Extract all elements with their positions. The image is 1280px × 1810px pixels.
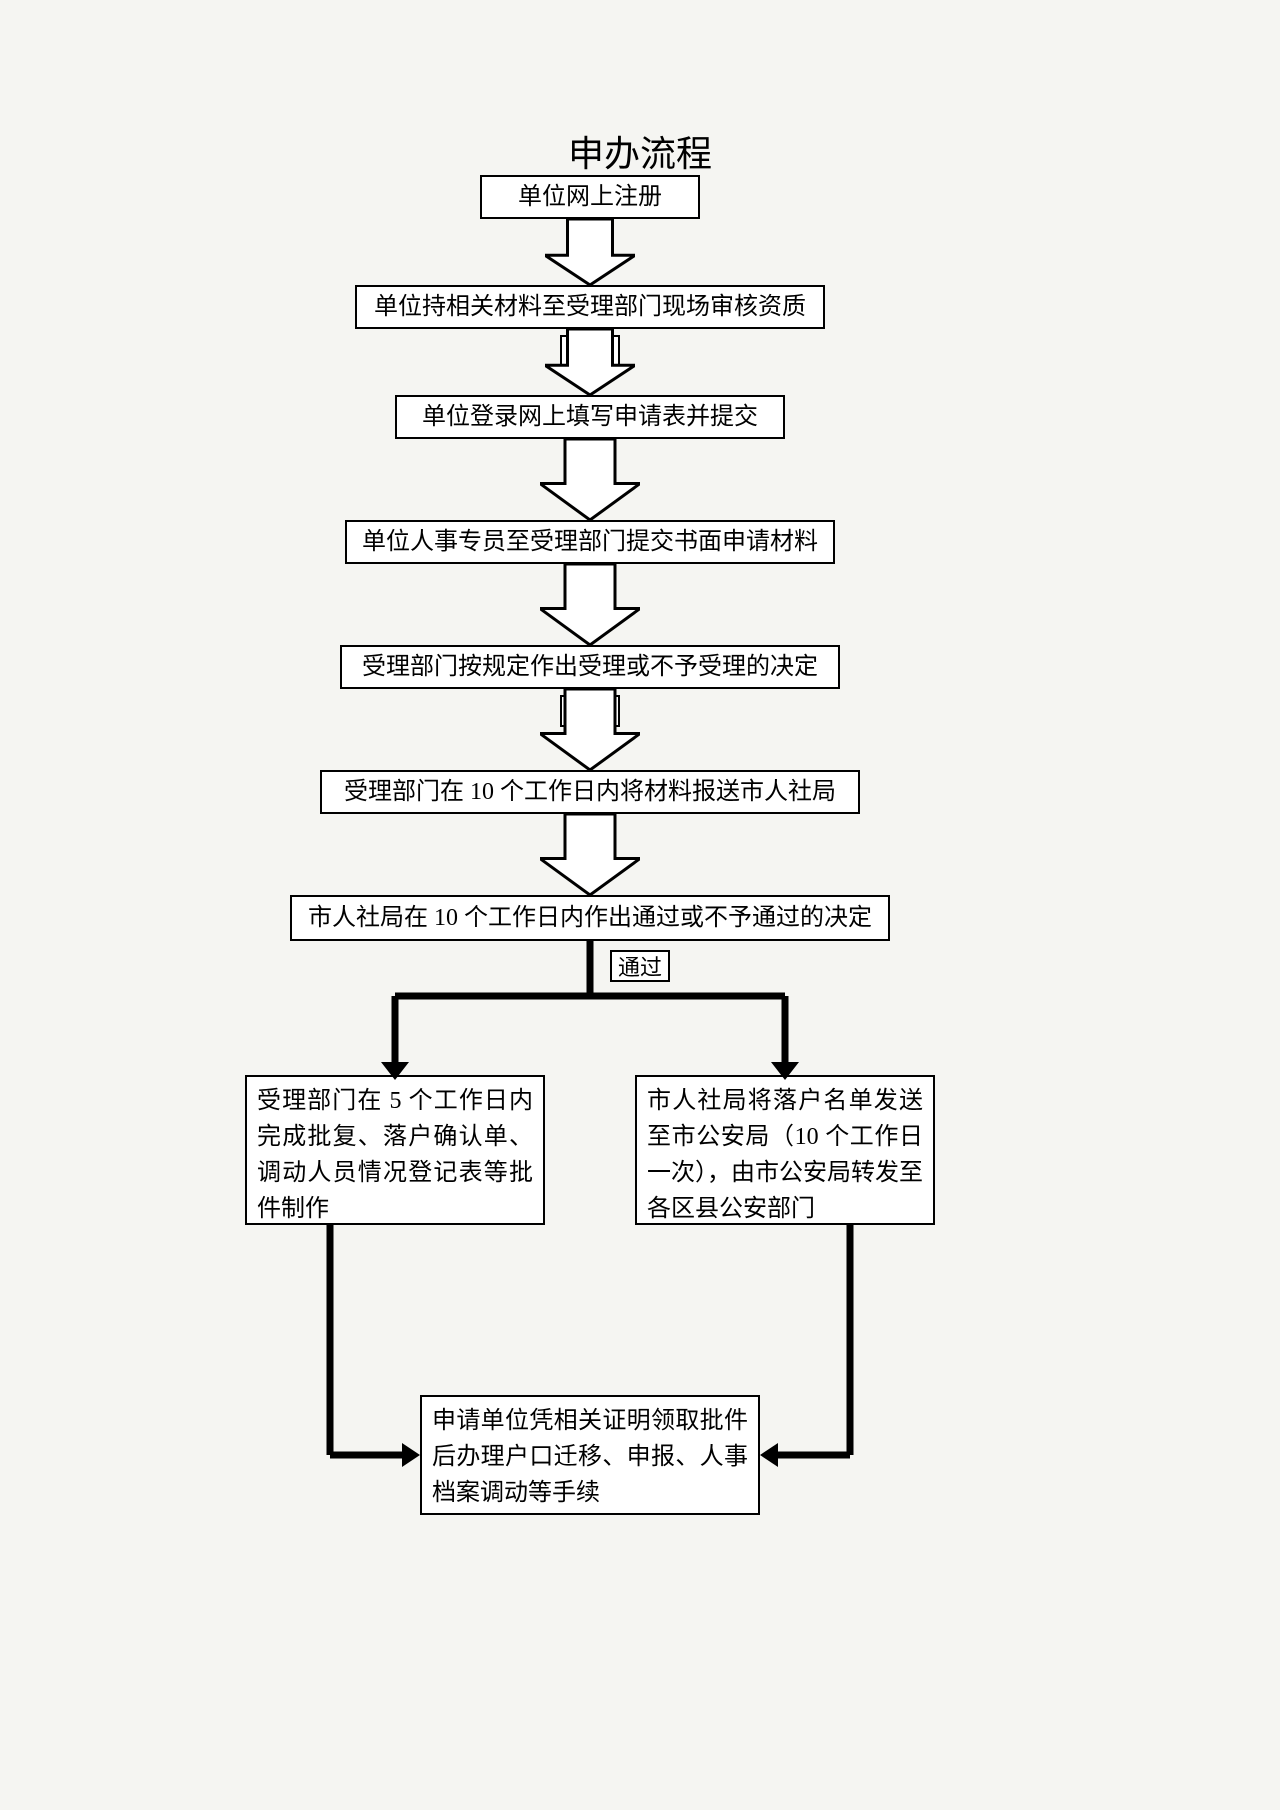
flow-node-n5: 受理部门按规定作出受理或不予受理的决定	[340, 645, 840, 689]
flow-node-label: 单位登录网上填写申请表并提交	[422, 399, 758, 435]
flow-node-n3: 单位登录网上填写申请表并提交	[395, 395, 785, 439]
flow-node-n8: 受理部门在 5 个工作日内完成批复、落户确认单、调动人员情况登记表等批件制作	[245, 1075, 545, 1225]
flow-node-label: 受理部门在 5 个工作日内完成批复、落户确认单、调动人员情况登记表等批件制作	[257, 1083, 533, 1227]
arrow-down4	[540, 564, 640, 645]
flow-node-label: 申请单位凭相关证明领取批件后办理户口迁移、申报、人事档案调动等手续	[432, 1403, 748, 1511]
arrow-down5	[540, 689, 640, 770]
flow-node-label: 市人社局在 10 个工作日内作出通过或不予通过的决定	[308, 900, 872, 936]
flow-node-n7: 市人社局在 10 个工作日内作出通过或不予通过的决定	[290, 895, 890, 941]
flow-node-n1: 单位网上注册	[480, 175, 700, 219]
arrow-down6	[540, 814, 640, 895]
arrow-elbowL	[310, 1225, 440, 1475]
flow-node-n6: 受理部门在 10 个工作日内将材料报送市人社局	[320, 770, 860, 814]
flow-node-label: 单位持相关材料至受理部门现场审核资质	[374, 289, 806, 325]
arrow-down1	[545, 219, 635, 285]
arrow-elbowR	[740, 1225, 870, 1475]
arrow-down2	[545, 329, 635, 395]
flow-node-n2: 单位持相关材料至受理部门现场审核资质	[355, 285, 825, 329]
flow-node-n4: 单位人事专员至受理部门提交书面申请材料	[345, 520, 835, 564]
flow-node-n10: 申请单位凭相关证明领取批件后办理户口迁移、申报、人事档案调动等手续	[420, 1395, 760, 1515]
flow-node-label: 受理部门按规定作出受理或不予受理的决定	[362, 649, 818, 685]
page-title: 申办流程	[90, 125, 1190, 177]
flow-node-label: 单位人事专员至受理部门提交书面申请材料	[362, 524, 818, 560]
flow-node-label: 受理部门在 10 个工作日内将材料报送市人社局	[344, 774, 836, 810]
flow-node-n9: 市人社局将落户名单发送至市公安局（10 个工作日一次），由市公安局转发至各区县公…	[635, 1075, 935, 1225]
arrow-split	[355, 941, 825, 1085]
flow-node-label: 市人社局将落户名单发送至市公安局（10 个工作日一次），由市公安局转发至各区县公…	[647, 1083, 923, 1227]
flow-node-label: 单位网上注册	[518, 179, 662, 215]
arrow-down3	[540, 439, 640, 520]
